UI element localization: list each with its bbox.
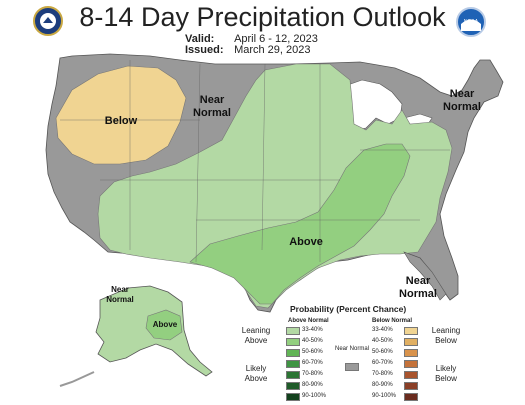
- legend-below-range-label: 33-40%: [372, 327, 393, 333]
- label-below-west: Below: [105, 115, 138, 127]
- legend-below-range-label: 50-60%: [372, 349, 393, 355]
- page-title: 8-14 Day Precipitation Outlook: [79, 2, 446, 32]
- legend-above-swatch: [286, 338, 300, 346]
- below-region: [55, 65, 187, 165]
- legend-above-header: Above Normal: [288, 318, 329, 324]
- issued-line: Issued: March 29, 2023: [185, 44, 311, 56]
- above-region-medium: [189, 143, 411, 305]
- legend-below-swatch: [404, 393, 418, 401]
- label-near-normal-ak-2: Normal: [106, 295, 134, 304]
- legend-below-range-label: 90-100%: [372, 393, 397, 399]
- legend-below-swatch: [404, 360, 418, 368]
- commerce-seal-icon: [33, 6, 63, 36]
- legend-above-range-label: 60-70%: [302, 360, 323, 366]
- legend-likely-below: Likely Below: [435, 364, 457, 383]
- legend-likely-above: Likely Above: [244, 364, 268, 383]
- legend-above-swatch: [286, 382, 300, 390]
- legend-above-swatch: [286, 327, 300, 335]
- legend-near-normal-label: Near Normal: [334, 346, 369, 352]
- label-near-normal-ak-1: Near: [111, 285, 129, 294]
- label-near-normal-ne-1: Near: [450, 88, 475, 100]
- legend-below-swatch: [404, 349, 418, 357]
- above-region-light: [97, 63, 453, 309]
- legend-near-normal-swatch: [345, 363, 359, 371]
- label-near-normal-fl-2: Normal: [399, 288, 437, 300]
- noaa-logo-icon: NOAA: [456, 7, 486, 37]
- valid-label: Valid:: [185, 33, 215, 45]
- alaska-above-medium: [145, 309, 183, 341]
- label-near-normal-north-1: Near: [200, 94, 225, 106]
- legend-above-swatch: [286, 360, 300, 368]
- legend-title: Probability (Percent Chance): [290, 304, 407, 314]
- legend-above-range-label: 40-50%: [302, 338, 323, 344]
- legend-above-swatch: [286, 371, 300, 379]
- legend-below-range-label: 80-90%: [372, 382, 393, 388]
- legend-below-range-label: 60-70%: [372, 360, 393, 366]
- legend-below-swatch: [404, 382, 418, 390]
- legend-below-swatch: [404, 327, 418, 335]
- legend-leaning-below: Leaning Below: [431, 326, 461, 345]
- legend-above-range-label: 70-80%: [302, 371, 323, 377]
- legend-below-swatch: [404, 371, 418, 379]
- legend-below-range-label: 70-80%: [372, 371, 393, 377]
- valid-value: April 6 - 12, 2023: [234, 33, 318, 45]
- legend-above-range-label: 50-60%: [302, 349, 323, 355]
- legend-above-swatch: [286, 393, 300, 401]
- legend-above-swatch: [286, 349, 300, 357]
- legend-above-range-label: 90-100%: [302, 393, 327, 399]
- legend-below-swatch: [404, 338, 418, 346]
- legend-above-range-label: 33-40%: [302, 327, 323, 333]
- label-near-normal-north-2: Normal: [193, 107, 231, 119]
- issued-label: Issued:: [185, 44, 224, 56]
- legend-below-range-label: 40-50%: [372, 338, 393, 344]
- legend-below-header: Below Normal: [372, 318, 413, 324]
- svg-text:NOAA: NOAA: [464, 19, 479, 25]
- legend-leaning-above: Leaning Above: [241, 326, 271, 345]
- legend-above-range-label: 80-90%: [302, 382, 323, 388]
- label-above-alaska: Above: [153, 320, 178, 329]
- label-near-normal-ne-2: Normal: [443, 101, 481, 113]
- label-near-normal-fl-1: Near: [406, 275, 431, 287]
- issued-value: March 29, 2023: [234, 44, 311, 56]
- valid-line: Valid: April 6 - 12, 2023: [185, 33, 318, 45]
- label-above-central: Above: [289, 236, 323, 248]
